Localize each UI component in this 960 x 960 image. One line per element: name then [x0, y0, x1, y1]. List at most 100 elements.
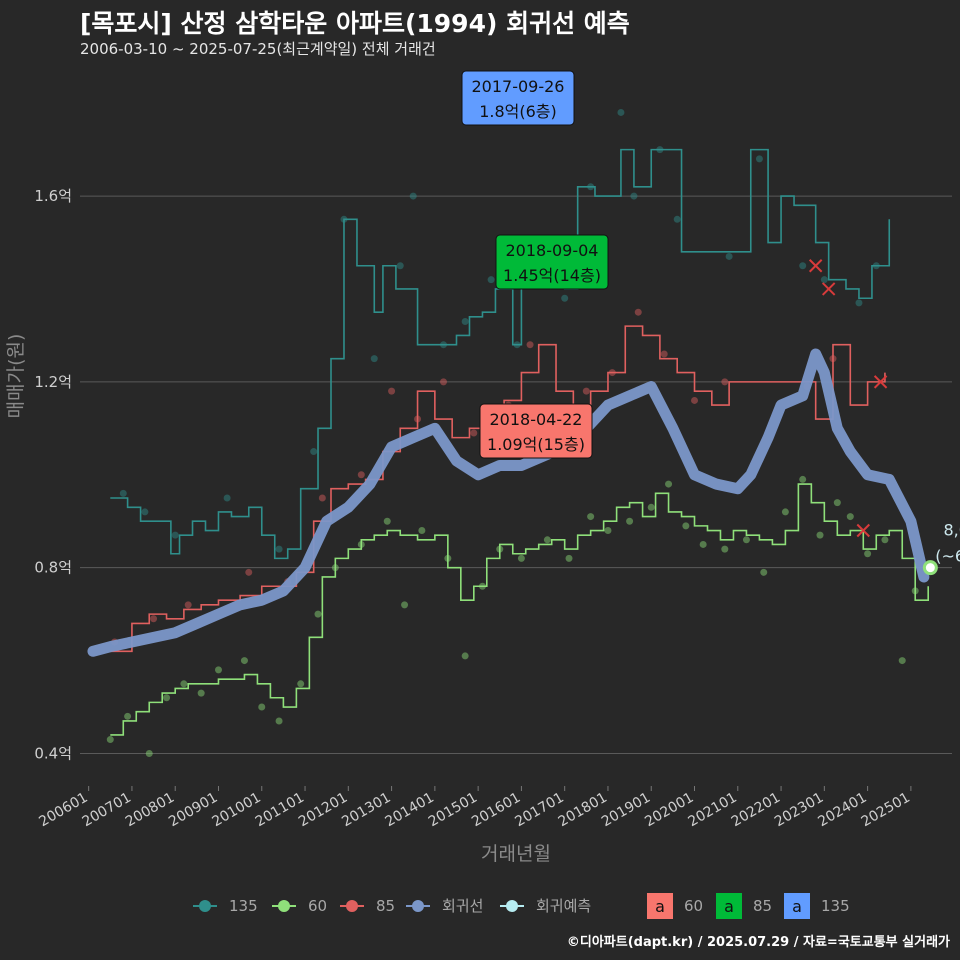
- legend-item: 135: [193, 897, 258, 915]
- y-axis-title: 매매가(원): [5, 334, 27, 419]
- scatter-point-60: [833, 499, 841, 507]
- cancelled-marker: [821, 282, 836, 296]
- scatter-point-60: [665, 480, 673, 488]
- x-tick-label: 201901: [599, 790, 653, 831]
- scatter-point-60: [418, 527, 426, 535]
- scatter-point-85: [388, 387, 396, 395]
- callout-value: 1.45억(14층): [503, 266, 601, 285]
- legend-label-glyph: a: [792, 897, 802, 916]
- y-tick-label: 0.8억: [34, 559, 72, 577]
- x-tick-label: 202401: [815, 790, 869, 831]
- scatter-point-135: [855, 299, 863, 307]
- scatter-point-60: [647, 503, 655, 511]
- scatter-point-60: [214, 666, 222, 674]
- callout-85: 2018-09-04 1.45억(14층): [495, 234, 609, 290]
- scatter-point-85: [150, 615, 158, 623]
- x-tick-label: 201401: [383, 790, 437, 831]
- scatter-point-60: [721, 545, 729, 553]
- scatter-point-85: [582, 387, 590, 395]
- cancelled-marker: [873, 375, 888, 389]
- legend-label: 135: [229, 897, 258, 915]
- x-tick-label: 202301: [772, 790, 826, 831]
- scatter-point-85: [634, 308, 642, 316]
- scatter-point-60: [240, 657, 248, 665]
- x-tick-label: 201101: [253, 790, 307, 831]
- scatter-point-60: [106, 736, 114, 744]
- callout-value: 1.09억(15층): [487, 435, 585, 454]
- scatter-point-135: [141, 508, 149, 516]
- scatter-point-60: [742, 536, 750, 544]
- scatter-point-60: [461, 652, 469, 660]
- scatter-point-135: [119, 489, 127, 497]
- cancelled-marker-stroke: [808, 259, 823, 273]
- scatter-point-135: [630, 192, 638, 200]
- legend-item: 85: [340, 897, 395, 915]
- scatter-point-60: [816, 531, 824, 539]
- legend-label-swatch: [647, 893, 673, 919]
- legend-marker: [199, 900, 211, 912]
- scatter-point-60: [604, 527, 612, 535]
- prediction-value-label: 8,000: [943, 521, 960, 540]
- legend-marker: [278, 900, 290, 912]
- callout-date: 2018-09-04: [506, 241, 599, 260]
- legend-marker: [412, 900, 424, 912]
- legend-item: 60: [272, 897, 327, 915]
- scatter-point-60: [258, 703, 266, 711]
- callout-box: [495, 234, 609, 290]
- scatter-point-60: [781, 508, 789, 516]
- scatter-point-60: [124, 712, 132, 720]
- scatter-point-85: [660, 350, 668, 358]
- scatter-point-60: [760, 568, 768, 576]
- scatter-point-135: [755, 155, 763, 163]
- cancelled-marker-stroke: [821, 282, 836, 296]
- legend-marker: [346, 900, 358, 912]
- x-tick-label: 202201: [729, 790, 783, 831]
- x-tick-label: 201701: [512, 790, 566, 831]
- x-tick-label: 202101: [685, 790, 739, 831]
- scatter-point-135: [487, 276, 495, 284]
- y-tick-label: 1.2억: [34, 373, 72, 391]
- scatter-point-85: [357, 471, 365, 479]
- chart-title: [목포시] 산정 삼학타운 아파트(1994) 회귀선 예측: [80, 9, 630, 38]
- scatter-point-60: [383, 517, 391, 525]
- chart-subtitle: 2006-03-10 ~ 2025-07-25(최근계약일) 전체 거래건: [80, 40, 436, 58]
- series-line-85: [110, 325, 886, 653]
- scatter-point-85: [245, 568, 253, 576]
- x-tick-label: 202501: [859, 790, 913, 831]
- x-tick-label: 200801: [123, 790, 177, 831]
- series-line-60: [110, 483, 929, 736]
- scatter-point-135: [461, 317, 469, 325]
- scatter-point-60: [401, 601, 409, 609]
- scatter-point-85: [470, 429, 478, 437]
- legend-label: 회귀예측: [536, 897, 591, 915]
- x-tick-label: 201501: [426, 790, 480, 831]
- cancelled-marker: [856, 523, 870, 538]
- legend-item: 회귀선: [406, 897, 483, 915]
- regression-line: [87, 348, 930, 657]
- scatter-point-135: [396, 262, 404, 270]
- scatter-point-60: [864, 550, 872, 558]
- x-tick-label: 201201: [296, 790, 350, 831]
- prediction-point: [922, 560, 938, 576]
- scatter-point-135: [310, 448, 318, 456]
- legend-label-swatch: [716, 893, 742, 919]
- legend-marker: [506, 900, 518, 912]
- scatter-point-60: [297, 680, 305, 688]
- x-axis-title: 거래년월: [481, 843, 551, 865]
- scatter-point-135: [799, 262, 807, 270]
- callout-135: 2017-09-26 1.8억(6층): [461, 70, 575, 126]
- scatter-point-60: [565, 554, 573, 562]
- scatter-point-60: [314, 610, 322, 618]
- scatter-point-85: [721, 378, 729, 386]
- legend-label-glyph: a: [655, 897, 665, 916]
- scatter-point-60: [626, 517, 634, 525]
- scatter-point-60: [846, 513, 854, 521]
- legend-label-key: a 85: [716, 893, 772, 919]
- scatter-point-60: [543, 536, 551, 544]
- legend-label-key: a 135: [784, 893, 850, 919]
- legend-label-name: 135: [821, 897, 850, 915]
- scatter-point-60: [145, 749, 153, 757]
- legend-label-name: 60: [684, 897, 703, 915]
- x-tick-label: 201601: [469, 790, 523, 831]
